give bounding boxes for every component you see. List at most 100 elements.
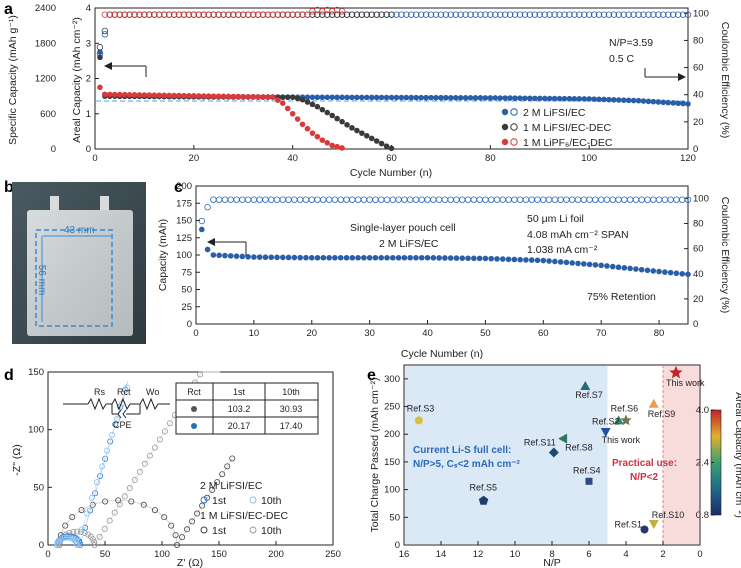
circuit-cpe xyxy=(117,409,122,419)
legend-group1-10th: 10th xyxy=(261,495,282,507)
a-ytick-label-specific: 2400 xyxy=(35,3,56,14)
a-ce-point xyxy=(106,11,114,18)
a-ce-point xyxy=(417,11,425,18)
a-ce-point xyxy=(501,11,509,18)
a-capacity-point xyxy=(601,96,607,103)
a-capacity-point xyxy=(284,94,291,100)
c-capacity-point xyxy=(552,258,558,265)
c-ce-point xyxy=(349,196,356,203)
panel-c: c 0 10 20 30 40 50 60 70 80 0 25 50 75 100 125 150 175 20… xyxy=(157,179,731,360)
c-capacity-point xyxy=(662,269,668,275)
a-ce-point xyxy=(101,11,109,18)
e-point-label: Ref.S5 xyxy=(470,483,498,493)
c-xtick-label: 0 xyxy=(193,328,198,339)
a-ytick-label-specific: 1200 xyxy=(35,74,56,85)
a-capacity-point xyxy=(245,93,251,100)
a-ce-point xyxy=(482,11,489,18)
e-point-label: This work xyxy=(602,435,641,445)
a-capacity-point xyxy=(255,94,261,100)
a-capacity-point xyxy=(235,93,242,100)
d-ecdec-10th-point xyxy=(111,509,118,516)
e-xtick-label: 4 xyxy=(623,549,628,560)
c-ce-point xyxy=(447,196,454,203)
table-header-1st: 1st xyxy=(233,387,246,397)
a-capacity-point xyxy=(176,92,182,99)
a-ce-point xyxy=(531,11,539,18)
d-ecdec-1st-point xyxy=(151,507,158,514)
c-ce-point xyxy=(343,196,350,203)
c-capacity-point xyxy=(476,255,483,262)
e-point-marker xyxy=(478,495,489,505)
a-ce-point xyxy=(146,11,153,18)
c-ce-point xyxy=(563,196,570,203)
a-capacity-point xyxy=(596,96,602,103)
a-capacity-point xyxy=(452,94,459,101)
c-capacity-point xyxy=(499,256,506,262)
d-ec-1st-point xyxy=(97,472,104,479)
a-ce-point xyxy=(437,11,445,18)
panel-a-annotation-np: N/P=3.59 xyxy=(609,37,653,49)
a-ce-point xyxy=(363,11,370,18)
d-xtick-label: 250 xyxy=(325,549,341,560)
panel-c-annotation-electrolyte: 2 M LiFS/EC xyxy=(379,238,439,250)
colorbar-ticks: 0.8 2.4 4.0 xyxy=(696,405,714,521)
a-capacity-point xyxy=(620,97,627,103)
c-capacity-point xyxy=(308,254,315,261)
a-capacity-point xyxy=(156,92,163,99)
a-ce-point xyxy=(447,11,454,18)
a-capacity-point xyxy=(339,94,345,101)
c-capacity-point xyxy=(609,263,616,270)
c-xtick-label: 70 xyxy=(596,328,607,339)
a-ce-point xyxy=(585,11,593,18)
a-ce-point xyxy=(600,11,608,18)
c-ce-point xyxy=(464,196,472,203)
c-ce-point xyxy=(650,196,657,203)
c-capacity-point xyxy=(650,268,657,274)
c-capacity-point xyxy=(430,255,437,261)
a-capacity-point xyxy=(497,95,504,101)
a-ce-point xyxy=(674,11,682,18)
a-ce-point xyxy=(156,11,163,18)
a-ce-point xyxy=(230,11,237,18)
a-capacity-point xyxy=(121,91,128,98)
a-capacity-point xyxy=(428,94,434,101)
a-capacity-point xyxy=(611,97,617,103)
a-ce-point xyxy=(165,11,173,18)
a-ce-point xyxy=(235,11,242,18)
d-ec-1st-point xyxy=(77,542,84,549)
a-ce-point xyxy=(333,11,341,18)
circuit-wo xyxy=(139,397,159,411)
d-ec-1st-point xyxy=(107,438,114,445)
d-ecdec-10th-point xyxy=(131,477,138,484)
c-ce-point xyxy=(308,196,315,203)
d-ec-10th-point xyxy=(78,526,85,533)
a-capacity-point xyxy=(571,95,578,102)
a-capacity-point xyxy=(423,94,429,101)
panel-c-ylabel-right: Coulombic Efficiency (%) xyxy=(719,197,731,314)
c-capacity-point xyxy=(517,256,523,263)
panel-a-ticks: 0 20 40 60 80 100 1200123406001200180024000204… xyxy=(35,3,709,164)
a-capacity-point xyxy=(319,106,326,113)
circuit-label-cpe: CPE xyxy=(113,420,132,430)
c-capacity-point xyxy=(569,260,576,266)
c-xtick-label: 10 xyxy=(249,328,260,339)
c-capacity-point xyxy=(297,254,303,261)
a-ce-point xyxy=(220,11,227,18)
a-ce-point xyxy=(348,11,356,18)
c-capacity-point xyxy=(361,254,367,261)
c-ce-point xyxy=(586,196,593,203)
d-ecdec-1st-point xyxy=(194,510,201,517)
c-capacity-point xyxy=(557,259,564,265)
d-ecdec-10th-point xyxy=(96,533,103,540)
c-ce-point xyxy=(204,204,211,211)
a-capacity-point xyxy=(304,99,311,105)
d-xtick-label: 100 xyxy=(154,549,170,560)
a-ce-point xyxy=(378,11,385,18)
a-ce-point xyxy=(185,11,193,18)
panel-a-annotation-rate: 0.5 C xyxy=(609,53,635,65)
d-ecdec-10th-point xyxy=(136,468,143,475)
a-ce-point xyxy=(284,11,291,18)
e-ytick-label: 50 xyxy=(389,512,400,523)
c-ce-point xyxy=(389,196,396,203)
a-ce-point xyxy=(101,27,109,35)
